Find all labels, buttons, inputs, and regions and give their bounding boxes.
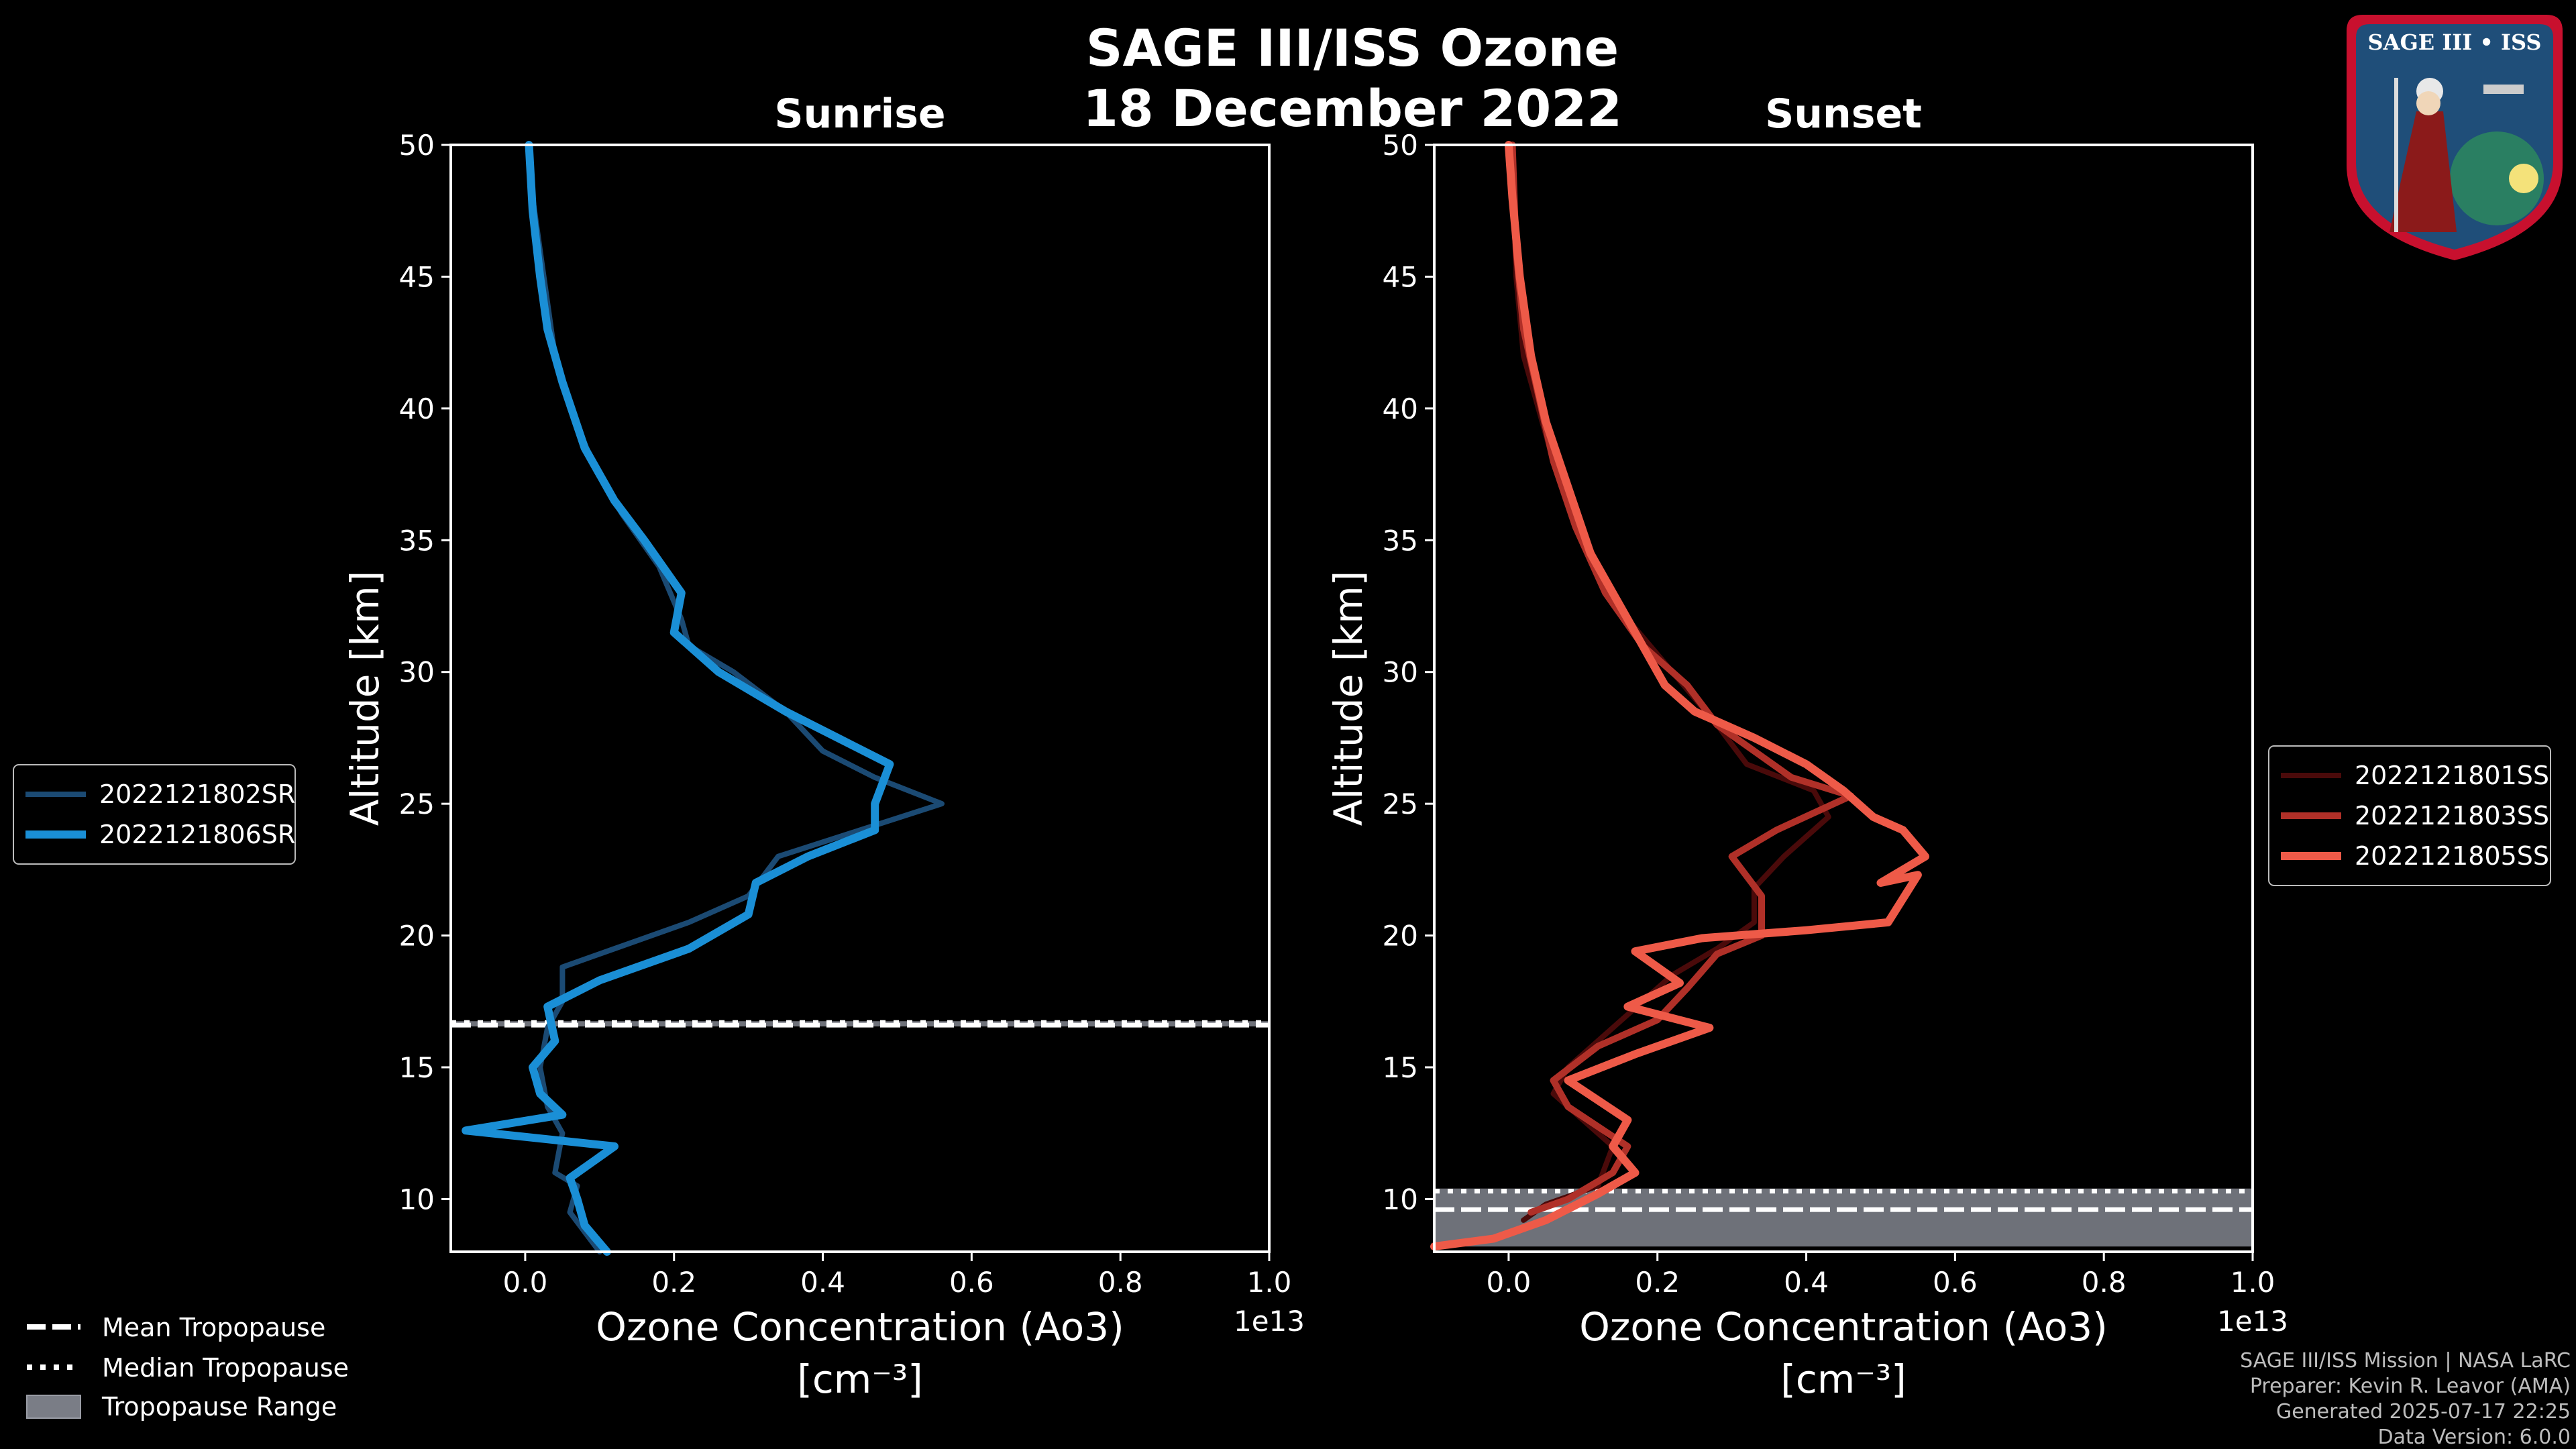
legend-box: [2268, 745, 2551, 886]
y-tick-label: 30: [399, 656, 435, 689]
legend-label-2022121805SS: 2022121805SS: [2355, 841, 2549, 871]
sunset-panel: 0.0 0.2 0.4 0.6 0.8 1.0 10 15 20 25 30 35 40 45 50 1e13…: [1326, 91, 2288, 1402]
legend-tropopause-range-label: Tropopause Range: [101, 1392, 337, 1421]
y-tick-label: 35: [399, 524, 435, 557]
sage-iii-iss-mission-logo: SAGE III • ISS: [2347, 15, 2563, 260]
y-tick-label: 50: [1383, 129, 1418, 162]
x-tick-label: 0.0: [1487, 1266, 1532, 1299]
logo-figure-head-icon: [2416, 91, 2440, 115]
series-line-2022121806SR: [462, 141, 894, 1256]
x-tick-label: 0.0: [503, 1266, 548, 1299]
legend-box: [13, 764, 296, 865]
x-tick-label: 0.2: [651, 1266, 696, 1299]
footer-mission: SAGE III/ISS Mission | NASA LaRC: [2240, 1349, 2571, 1373]
x-tick-label: 0.6: [1933, 1266, 1978, 1299]
sunrise-panel: 0.0 0.2 0.4 0.6 0.8 1.0 10 15 20 25 30 35 40 45 50 1e13…: [342, 91, 1305, 1402]
legend-tropopause-range-swatch: [26, 1395, 81, 1419]
series-line-2022121802SR: [526, 142, 945, 1254]
y-tick-label: 40: [399, 392, 435, 425]
tropopause-legend: Mean Tropopause Median Tropopause Tropop…: [26, 1313, 349, 1421]
logo-iss-icon: [2483, 85, 2524, 94]
series-line-2022121803SS: [1509, 142, 1855, 1216]
panel-title: Sunset: [1765, 91, 1922, 138]
y-tick-label: 25: [1383, 788, 1418, 820]
x-tick-label: 0.2: [1635, 1266, 1680, 1299]
plot-frame: [1433, 144, 2254, 1253]
x-axis-multiplier: 1e13: [2217, 1305, 2288, 1338]
y-tick-label: 25: [399, 788, 435, 820]
sunset-legend: 2022121801SS 2022121803SS 2022121805SS: [2268, 745, 2551, 886]
y-tick-label: 10: [399, 1183, 435, 1216]
y-tick-label: 20: [1383, 920, 1418, 953]
y-tick-label: 30: [1383, 656, 1418, 689]
x-axis-label: Ozone Concentration (Ao3): [596, 1304, 1124, 1350]
y-axis-label: Altitude [km]: [342, 571, 388, 826]
y-tick-label: 20: [399, 920, 435, 953]
x-tick-label: 0.8: [2082, 1266, 2127, 1299]
y-axis-label: Altitude [km]: [1326, 571, 1371, 826]
legend-mean-tropopause-label: Mean Tropopause: [102, 1313, 325, 1342]
x-axis-units: [cm⁻³]: [797, 1356, 923, 1402]
logo-earth-icon: [2450, 131, 2544, 225]
x-tick-label: 0.6: [949, 1266, 994, 1299]
footer-preparer: Preparer: Kevin R. Leavor (AMA): [2250, 1375, 2571, 1398]
series-line-2022121801SS: [1509, 142, 1831, 1223]
y-tick-label: 50: [399, 129, 435, 162]
footer-data-version: Data Version: 6.0.0: [2378, 1426, 2571, 1449]
legend-label-2022121803SS: 2022121803SS: [2355, 801, 2549, 830]
y-tick-label: 45: [1383, 260, 1418, 293]
series-line-2022121805SS: [1430, 141, 1929, 1251]
legend-label-2022121806SR: 2022121806SR: [99, 820, 295, 849]
plot-frame: [449, 144, 1271, 1253]
y-tick-label: 15: [1383, 1051, 1418, 1084]
x-tick-label: 1.0: [1247, 1266, 1292, 1299]
x-axis-multiplier: 1e13: [1234, 1305, 1305, 1338]
logo-sun-icon: [2509, 164, 2538, 193]
y-tick-label: 35: [1383, 524, 1418, 557]
figure-title-line2: 18 December 2022: [1083, 78, 1622, 138]
footer-generated: Generated 2025-07-17 22:25: [2276, 1400, 2571, 1424]
y-tick-label: 15: [399, 1051, 435, 1084]
logo-figure-icon: [2390, 111, 2457, 232]
sunrise-legend: 2022121802SR 2022121806SR: [13, 764, 296, 865]
logo-title: SAGE III • ISS: [2368, 30, 2542, 55]
x-axis-units: [cm⁻³]: [1780, 1356, 1907, 1402]
x-tick-label: 1.0: [2231, 1266, 2275, 1299]
x-tick-label: 0.4: [1784, 1266, 1829, 1299]
legend-label-2022121801SS: 2022121801SS: [2355, 761, 2549, 790]
x-tick-label: 0.8: [1098, 1266, 1143, 1299]
x-tick-label: 0.4: [800, 1266, 845, 1299]
y-tick-label: 10: [1383, 1183, 1418, 1216]
x-axis-label: Ozone Concentration (Ao3): [1579, 1304, 2108, 1350]
legend-label-2022121802SR: 2022121802SR: [99, 780, 295, 809]
legend-median-tropopause-label: Median Tropopause: [102, 1353, 349, 1383]
y-tick-label: 40: [1383, 392, 1418, 425]
y-tick-label: 45: [399, 260, 435, 293]
panel-title: Sunrise: [774, 91, 945, 138]
figure-title-line1: SAGE III/ISS Ozone: [1086, 18, 1619, 78]
footer-credits: SAGE III/ISS Mission | NASA LaRC Prepare…: [2240, 1349, 2571, 1449]
